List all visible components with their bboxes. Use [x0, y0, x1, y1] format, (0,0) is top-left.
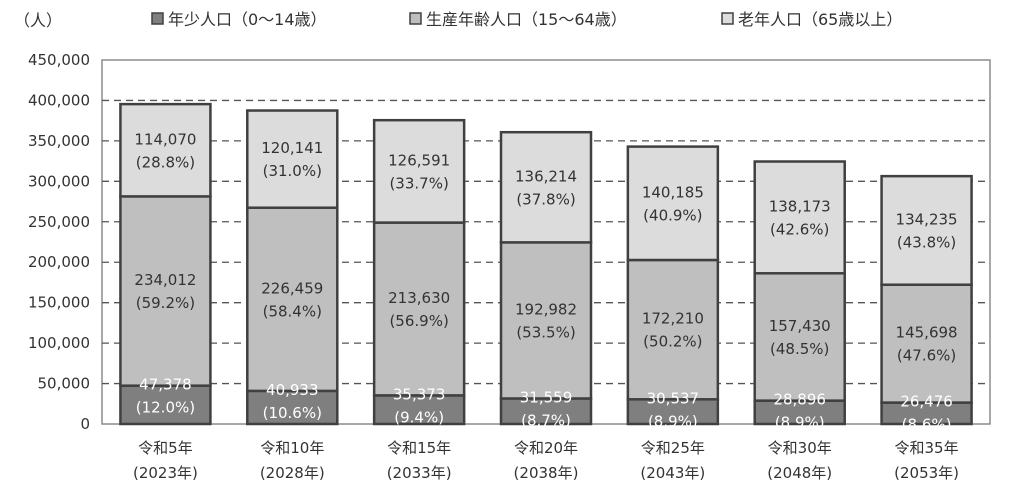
data-label-percent: (48.5%) [770, 340, 829, 358]
bar-segment [246, 206, 339, 393]
data-label-percent: (12.0%) [136, 399, 195, 417]
x-category-sublabel: (2033年) [387, 464, 452, 482]
data-label: 134,235 [896, 210, 958, 228]
legend-swatch [721, 12, 734, 25]
bar-segment [499, 241, 593, 400]
data-label-percent: (8.6%) [902, 416, 952, 434]
legend-label: 年少人口（0～14歳） [168, 10, 327, 29]
data-label: 234,012 [134, 271, 196, 289]
data-label-percent: (33.7%) [389, 174, 448, 192]
x-category-sublabel: (2023年) [133, 464, 198, 482]
bar-segment [499, 130, 593, 244]
y-tick-label: 400,000 [28, 91, 90, 109]
data-label: 213,630 [388, 289, 450, 307]
x-category-sublabel: (2028年) [260, 464, 325, 482]
bar-segment [880, 174, 973, 286]
data-label: 140,185 [642, 183, 704, 201]
bar-segment [119, 195, 212, 387]
y-tick-label: 300,000 [28, 172, 90, 190]
y-axis: 0 50,000 100,000 150,000 200,000 250,000 300,0… [28, 51, 90, 433]
y-tick-label: 150,000 [28, 294, 90, 312]
legend-swatch [151, 12, 164, 25]
data-label-percent: (37.8%) [516, 190, 575, 208]
y-tick-label: 450,000 [28, 51, 90, 69]
data-label-percent: (47.6%) [897, 347, 956, 365]
legend-swatch [409, 12, 422, 25]
data-label-percent: (9.4%) [394, 408, 444, 426]
x-category-label: 令和30年 [768, 439, 832, 457]
data-label: 226,459 [261, 279, 323, 297]
bar-segment [499, 397, 593, 426]
x-category-sublabel: (2048年) [767, 464, 832, 482]
x-category-label: 令和5年 [138, 439, 193, 457]
bar-segment [246, 389, 339, 426]
x-category-label: 令和10年 [260, 439, 324, 457]
data-label-percent: (10.6%) [263, 404, 322, 422]
bar-segment [753, 160, 846, 275]
data-label: 40,933 [266, 381, 319, 399]
bar-segment [626, 398, 720, 426]
x-axis: 令和5年 (2023年) 令和10年 (2028年) 令和15年 (2033年) 令和20年… [133, 439, 959, 482]
data-label-percent: (53.5%) [516, 323, 575, 341]
data-label: 31,559 [520, 388, 573, 406]
x-category-label: 令和35年 [895, 439, 959, 457]
data-label-percent: (42.6%) [770, 220, 829, 238]
data-label-percent: (56.9%) [389, 312, 448, 330]
x-category-label: 令和25年 [641, 439, 705, 457]
data-label: 35,373 [393, 385, 446, 403]
data-label-percent: (8.9%) [775, 414, 825, 432]
bar-segment [372, 118, 466, 224]
legend-label: 老年人口（65歳以上） [738, 10, 902, 29]
bar-segment [119, 102, 212, 198]
y-tick-label: 350,000 [28, 132, 90, 150]
data-label: 30,537 [647, 389, 700, 407]
data-label: 157,430 [769, 317, 831, 335]
y-axis-unit: （人） [14, 11, 62, 30]
bar-segment [753, 272, 846, 402]
bar-segment [246, 109, 339, 209]
y-tick-label: 0 [80, 415, 90, 433]
data-label-percent: (28.8%) [136, 153, 195, 171]
bar-segment [119, 384, 212, 426]
data-label: 192,982 [515, 300, 577, 318]
data-label: 26,476 [900, 393, 953, 411]
data-label-percent: (8.7%) [521, 411, 571, 429]
data-label-percent: (40.9%) [643, 206, 702, 224]
x-category-label: 令和20年 [514, 439, 578, 457]
x-category-sublabel: (2053年) [894, 464, 959, 482]
bar-segment [626, 258, 720, 401]
y-tick-label: 200,000 [28, 253, 90, 271]
data-label: 120,141 [261, 139, 323, 157]
data-label: 47,378 [139, 376, 192, 394]
data-label-percent: (58.4%) [263, 302, 322, 320]
bar-segment [626, 145, 720, 262]
data-label: 28,896 [773, 391, 826, 409]
legend: 年少人口（0～14歳） 生産年齢人口（15～64歳） 老年人口（65歳以上） [151, 10, 902, 29]
data-label-percent: (8.9%) [648, 412, 698, 430]
x-category-label: 令和15年 [387, 439, 451, 457]
x-category-sublabel: (2038年) [514, 464, 579, 482]
data-label-percent: (31.0%) [263, 162, 322, 180]
data-label: 126,591 [388, 151, 450, 169]
y-tick-label: 50,000 [38, 375, 91, 393]
bar-segment [372, 221, 466, 397]
x-category-sublabel: (2043年) [640, 464, 705, 482]
data-label-percent: (50.2%) [643, 333, 702, 351]
data-label: 114,070 [134, 130, 196, 148]
legend-label: 生産年齢人口（15～64歳） [426, 10, 627, 29]
data-label: 136,214 [515, 167, 577, 185]
y-tick-label: 250,000 [28, 213, 90, 231]
data-label-percent: (59.2%) [136, 294, 195, 312]
data-label: 145,698 [896, 324, 958, 342]
data-label-percent: (43.8%) [897, 233, 956, 251]
y-tick-label: 100,000 [28, 334, 90, 352]
bar-segment [372, 394, 466, 426]
bar-segment [880, 283, 973, 404]
bars: 47,378 (12.0%) 234,012 (59.2%) 114,070 (28.8%… [119, 102, 973, 434]
data-label: 138,173 [769, 197, 831, 215]
data-label: 172,210 [642, 310, 704, 328]
